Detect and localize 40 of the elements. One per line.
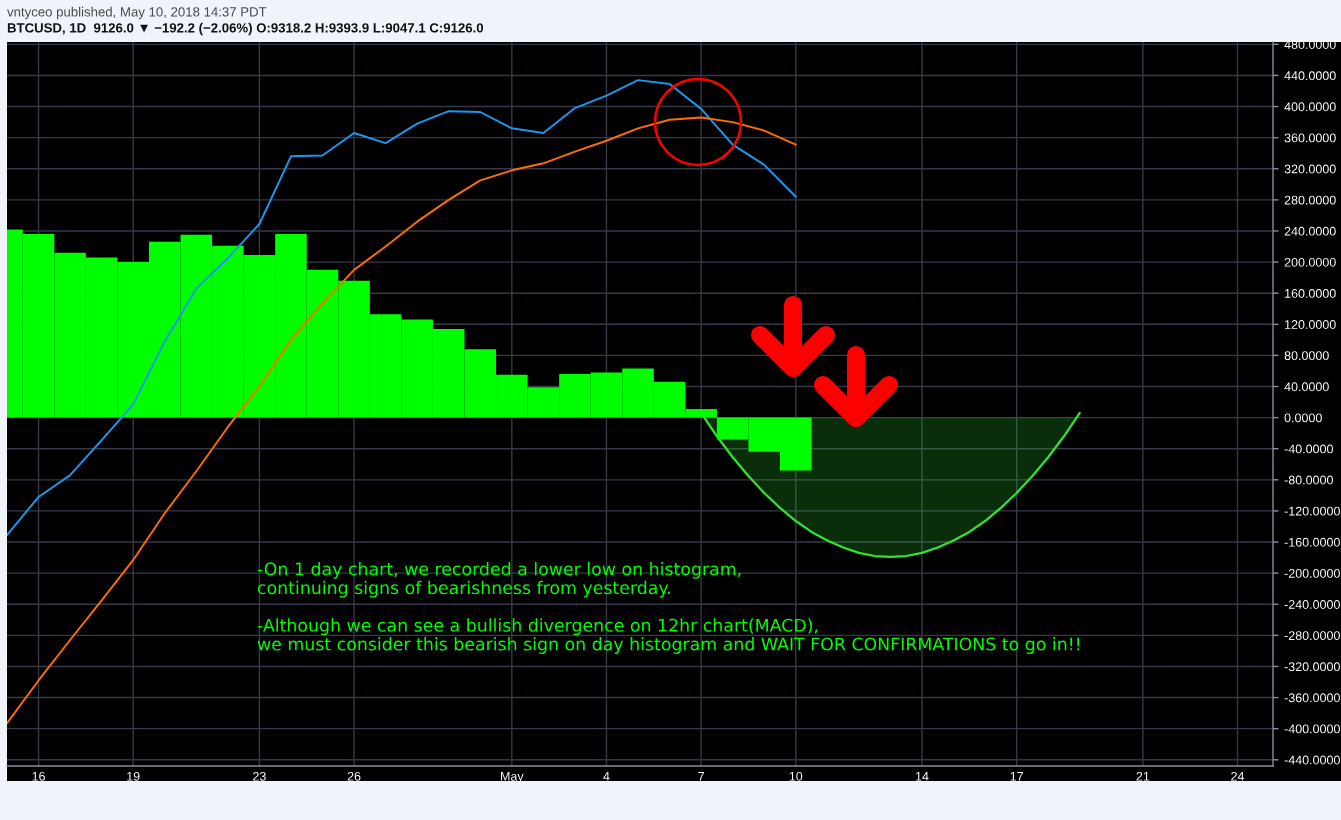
y-tick-label: 320.0000 [1284,164,1336,174]
x-tick-label: 26 [347,771,361,781]
y-tick-label: -160.0000 [1284,537,1340,547]
x-tick-label: 24 [1231,771,1245,781]
y-tick-label: -120.0000 [1284,506,1340,516]
y-tick-label: -80.0000 [1284,475,1333,485]
x-tick-label: 10 [789,771,803,781]
x-tick-label: 4 [603,772,610,781]
y-tick-label: -440.0000 [1284,755,1340,765]
x-tick-label: May [501,772,524,784]
y-tick-label: 160.0000 [1285,288,1336,298]
y-tick-label: 120.0000 [1285,320,1336,329]
x-tick-label: 19 [127,771,140,781]
y-tick-label: 440.0000 [1284,71,1336,81]
x-tick-label: 21 [1136,771,1150,781]
x-tick-label: 16 [32,771,45,781]
chart-subtitle: BTCUSD, 1D 9126.0 ▼ −192.2 (−2.06%) O:9318.2 H:9393.9 L:9047.1 C:9126.0 [7,22,484,36]
annotation: -On 1 day chart, we recorded a lower low on histogram, continuing signs of bearishness from yesterday. -Although we can see a bullish divergence on 12hr chart(MACD), we must consider this bearish sign on day histogram and WAIT FOR CONFIRMATIONS to go in!! [257,562,1080,654]
y-tick-label: 360.0000 [1284,133,1336,143]
y-tick-label: 400.0000 [1284,102,1336,112]
x-tick-label: 7 [698,772,704,781]
y-tick-label: -360.0000 [1284,693,1340,703]
y-tick-label: 240.0000 [1284,226,1336,236]
y-tick-label: 280.0000 [1284,195,1336,205]
x-tick-label: 17 [1010,772,1023,781]
chart-title: vntyceo published, May 10, 2018 14:37 PDT [7,6,267,20]
y-tick-label: 40.0000 [1284,382,1329,392]
y-tick-label: 0.0000 [1284,413,1322,423]
y-tick-label: -280.0000 [1284,631,1340,641]
y-tick-label: -400.0000 [1284,724,1340,734]
y-tick-label: 200.0000 [1284,257,1336,267]
y-tick-label: -320.0000 [1284,662,1340,672]
y-tick-label: -200.0000 [1284,568,1340,578]
line-series [7,79,797,537]
y-tick-label: 480.0000 [1284,40,1336,49]
x-tick-label: 14 [915,772,929,781]
y-tick-label: 80.0000 [1284,351,1329,361]
y-tick-label: -40.0000 [1284,444,1333,454]
x-tick-label: 23 [253,771,266,781]
y-tick-label: -240.0000 [1284,600,1340,609]
